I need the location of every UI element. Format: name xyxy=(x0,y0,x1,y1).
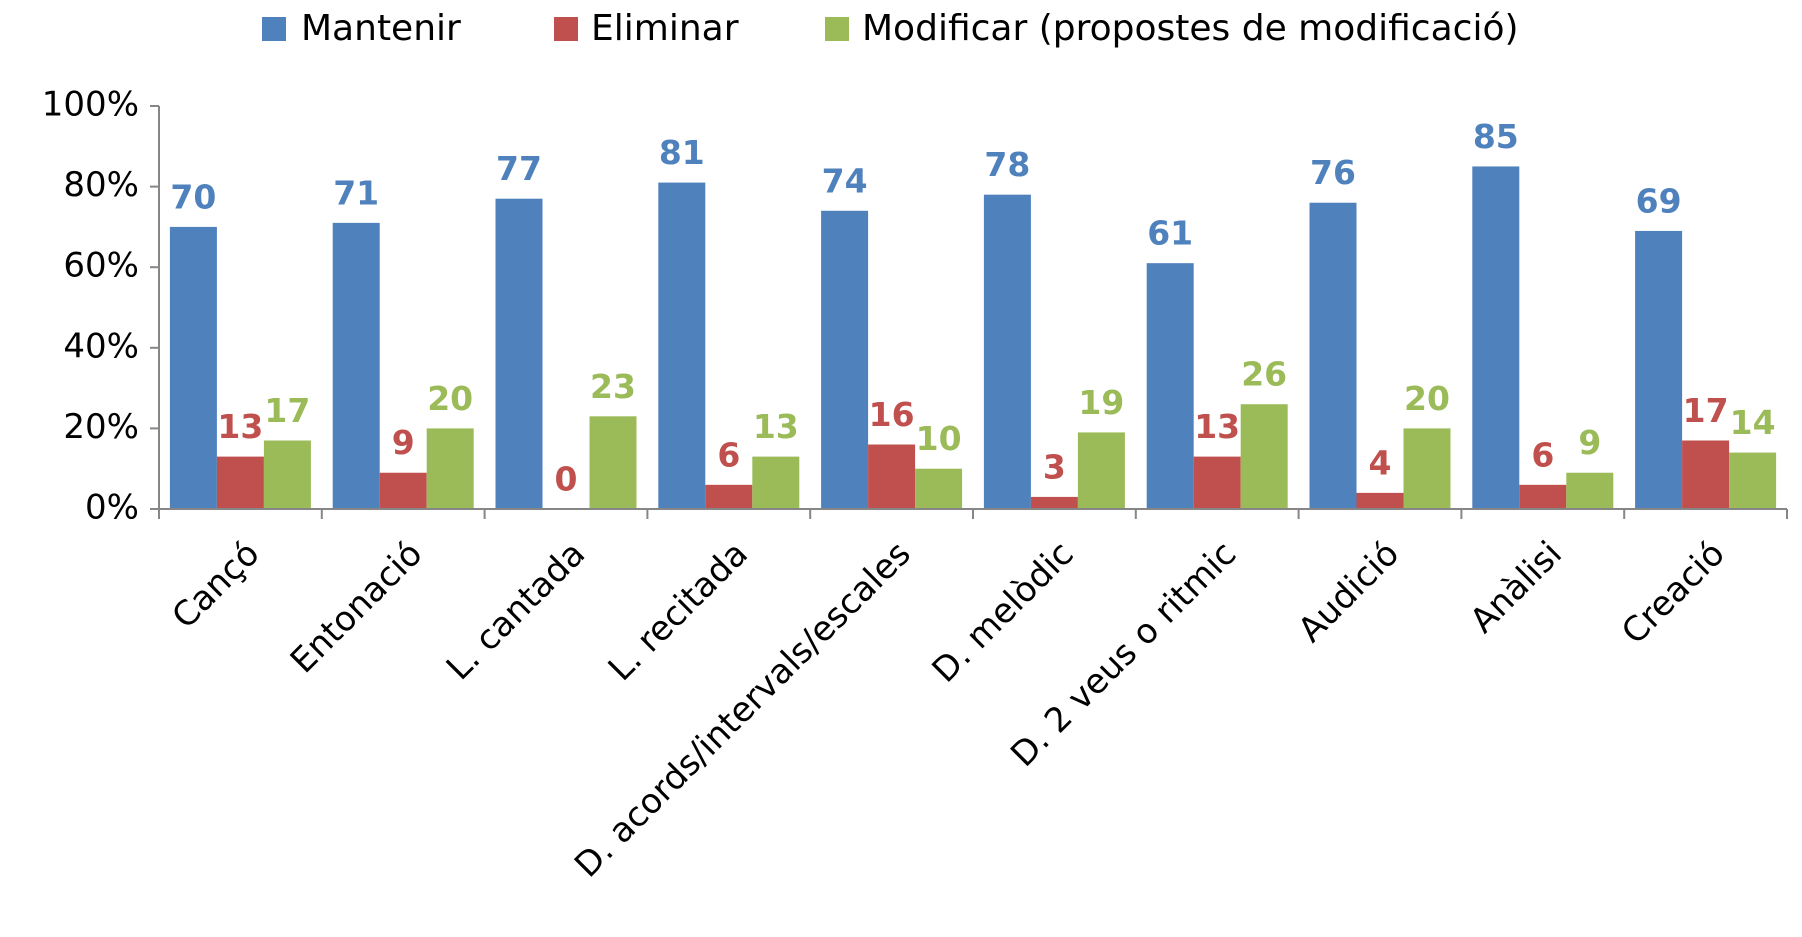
data-label: 13 xyxy=(1194,407,1240,446)
bar xyxy=(1472,166,1520,509)
bar xyxy=(1030,496,1078,509)
data-label: 3 xyxy=(1043,447,1066,486)
bar xyxy=(983,194,1031,509)
data-label: 16 xyxy=(869,395,915,434)
bar xyxy=(169,226,217,509)
data-label: 26 xyxy=(1241,355,1287,394)
data-label: 14 xyxy=(1730,403,1776,442)
data-label: 78 xyxy=(984,145,1030,184)
bar xyxy=(426,428,474,509)
bar xyxy=(332,222,380,509)
bar xyxy=(379,472,427,509)
bar xyxy=(263,440,311,509)
bar xyxy=(1635,230,1683,509)
data-label: 9 xyxy=(392,423,415,462)
data-label: 17 xyxy=(1683,391,1729,430)
x-tick-label: Anàlisi xyxy=(1463,534,1570,641)
bar xyxy=(868,444,916,509)
data-label: 74 xyxy=(822,161,868,200)
bar xyxy=(1240,404,1288,509)
data-label: 13 xyxy=(753,407,799,446)
bar xyxy=(589,416,637,509)
data-label: 69 xyxy=(1636,181,1682,220)
bar xyxy=(1403,428,1451,509)
x-tick-label: L. recitada xyxy=(601,534,756,689)
data-label: 23 xyxy=(590,367,636,406)
bar xyxy=(216,456,264,509)
data-label: 85 xyxy=(1473,117,1519,156)
x-tick-label: Entonació xyxy=(283,534,430,681)
y-tick-label: 20% xyxy=(63,407,139,447)
legend-swatch xyxy=(825,17,849,41)
data-label: 76 xyxy=(1310,153,1356,192)
bar xyxy=(1309,202,1357,509)
bar xyxy=(495,198,543,509)
bar xyxy=(1566,472,1614,509)
data-label: 0 xyxy=(555,460,578,499)
y-tick-label: 100% xyxy=(42,85,139,125)
data-label: 6 xyxy=(1531,435,1554,474)
data-label: 20 xyxy=(427,379,473,418)
x-tick-label: Cançó xyxy=(165,534,268,637)
bar xyxy=(752,456,800,509)
bar xyxy=(915,468,963,509)
data-label: 4 xyxy=(1369,443,1392,482)
bar xyxy=(1356,492,1404,509)
bar xyxy=(1682,440,1730,509)
x-tick-label: L. cantada xyxy=(439,534,593,688)
legend-swatch xyxy=(262,17,286,41)
data-label: 61 xyxy=(1147,214,1193,253)
x-tick-label: Creació xyxy=(1614,534,1733,653)
y-tick-label: 40% xyxy=(63,326,139,366)
data-label: 81 xyxy=(659,133,705,172)
x-tick-label: Audició xyxy=(1291,534,1408,651)
data-label: 77 xyxy=(496,149,542,188)
bar xyxy=(1146,263,1194,509)
bar xyxy=(1193,456,1241,509)
data-label: 20 xyxy=(1404,379,1450,418)
x-tick-label: D. acords/intervals/escales xyxy=(567,534,919,886)
data-label: 71 xyxy=(333,173,379,212)
legend-label: Mantenir xyxy=(301,8,461,49)
bar xyxy=(658,182,706,509)
bar xyxy=(705,484,753,509)
data-label: 10 xyxy=(916,419,962,458)
data-label: 70 xyxy=(170,177,216,216)
data-label: 9 xyxy=(1578,423,1601,462)
bar xyxy=(1729,452,1777,509)
legend-label: Modificar (propostes de modificació) xyxy=(862,8,1519,49)
legend-swatch xyxy=(554,17,578,41)
y-tick-label: 0% xyxy=(85,488,139,528)
bar xyxy=(1077,432,1125,509)
data-label: 17 xyxy=(264,391,310,430)
y-tick-label: 60% xyxy=(63,246,139,286)
bar xyxy=(1519,484,1567,509)
x-tick-label: D. melòdic xyxy=(925,534,1082,691)
data-label: 19 xyxy=(1078,383,1124,422)
data-label: 6 xyxy=(717,435,740,474)
data-label: 13 xyxy=(217,407,263,446)
bar xyxy=(821,210,869,509)
legend-label: Eliminar xyxy=(591,8,739,49)
y-tick-label: 80% xyxy=(63,165,139,205)
